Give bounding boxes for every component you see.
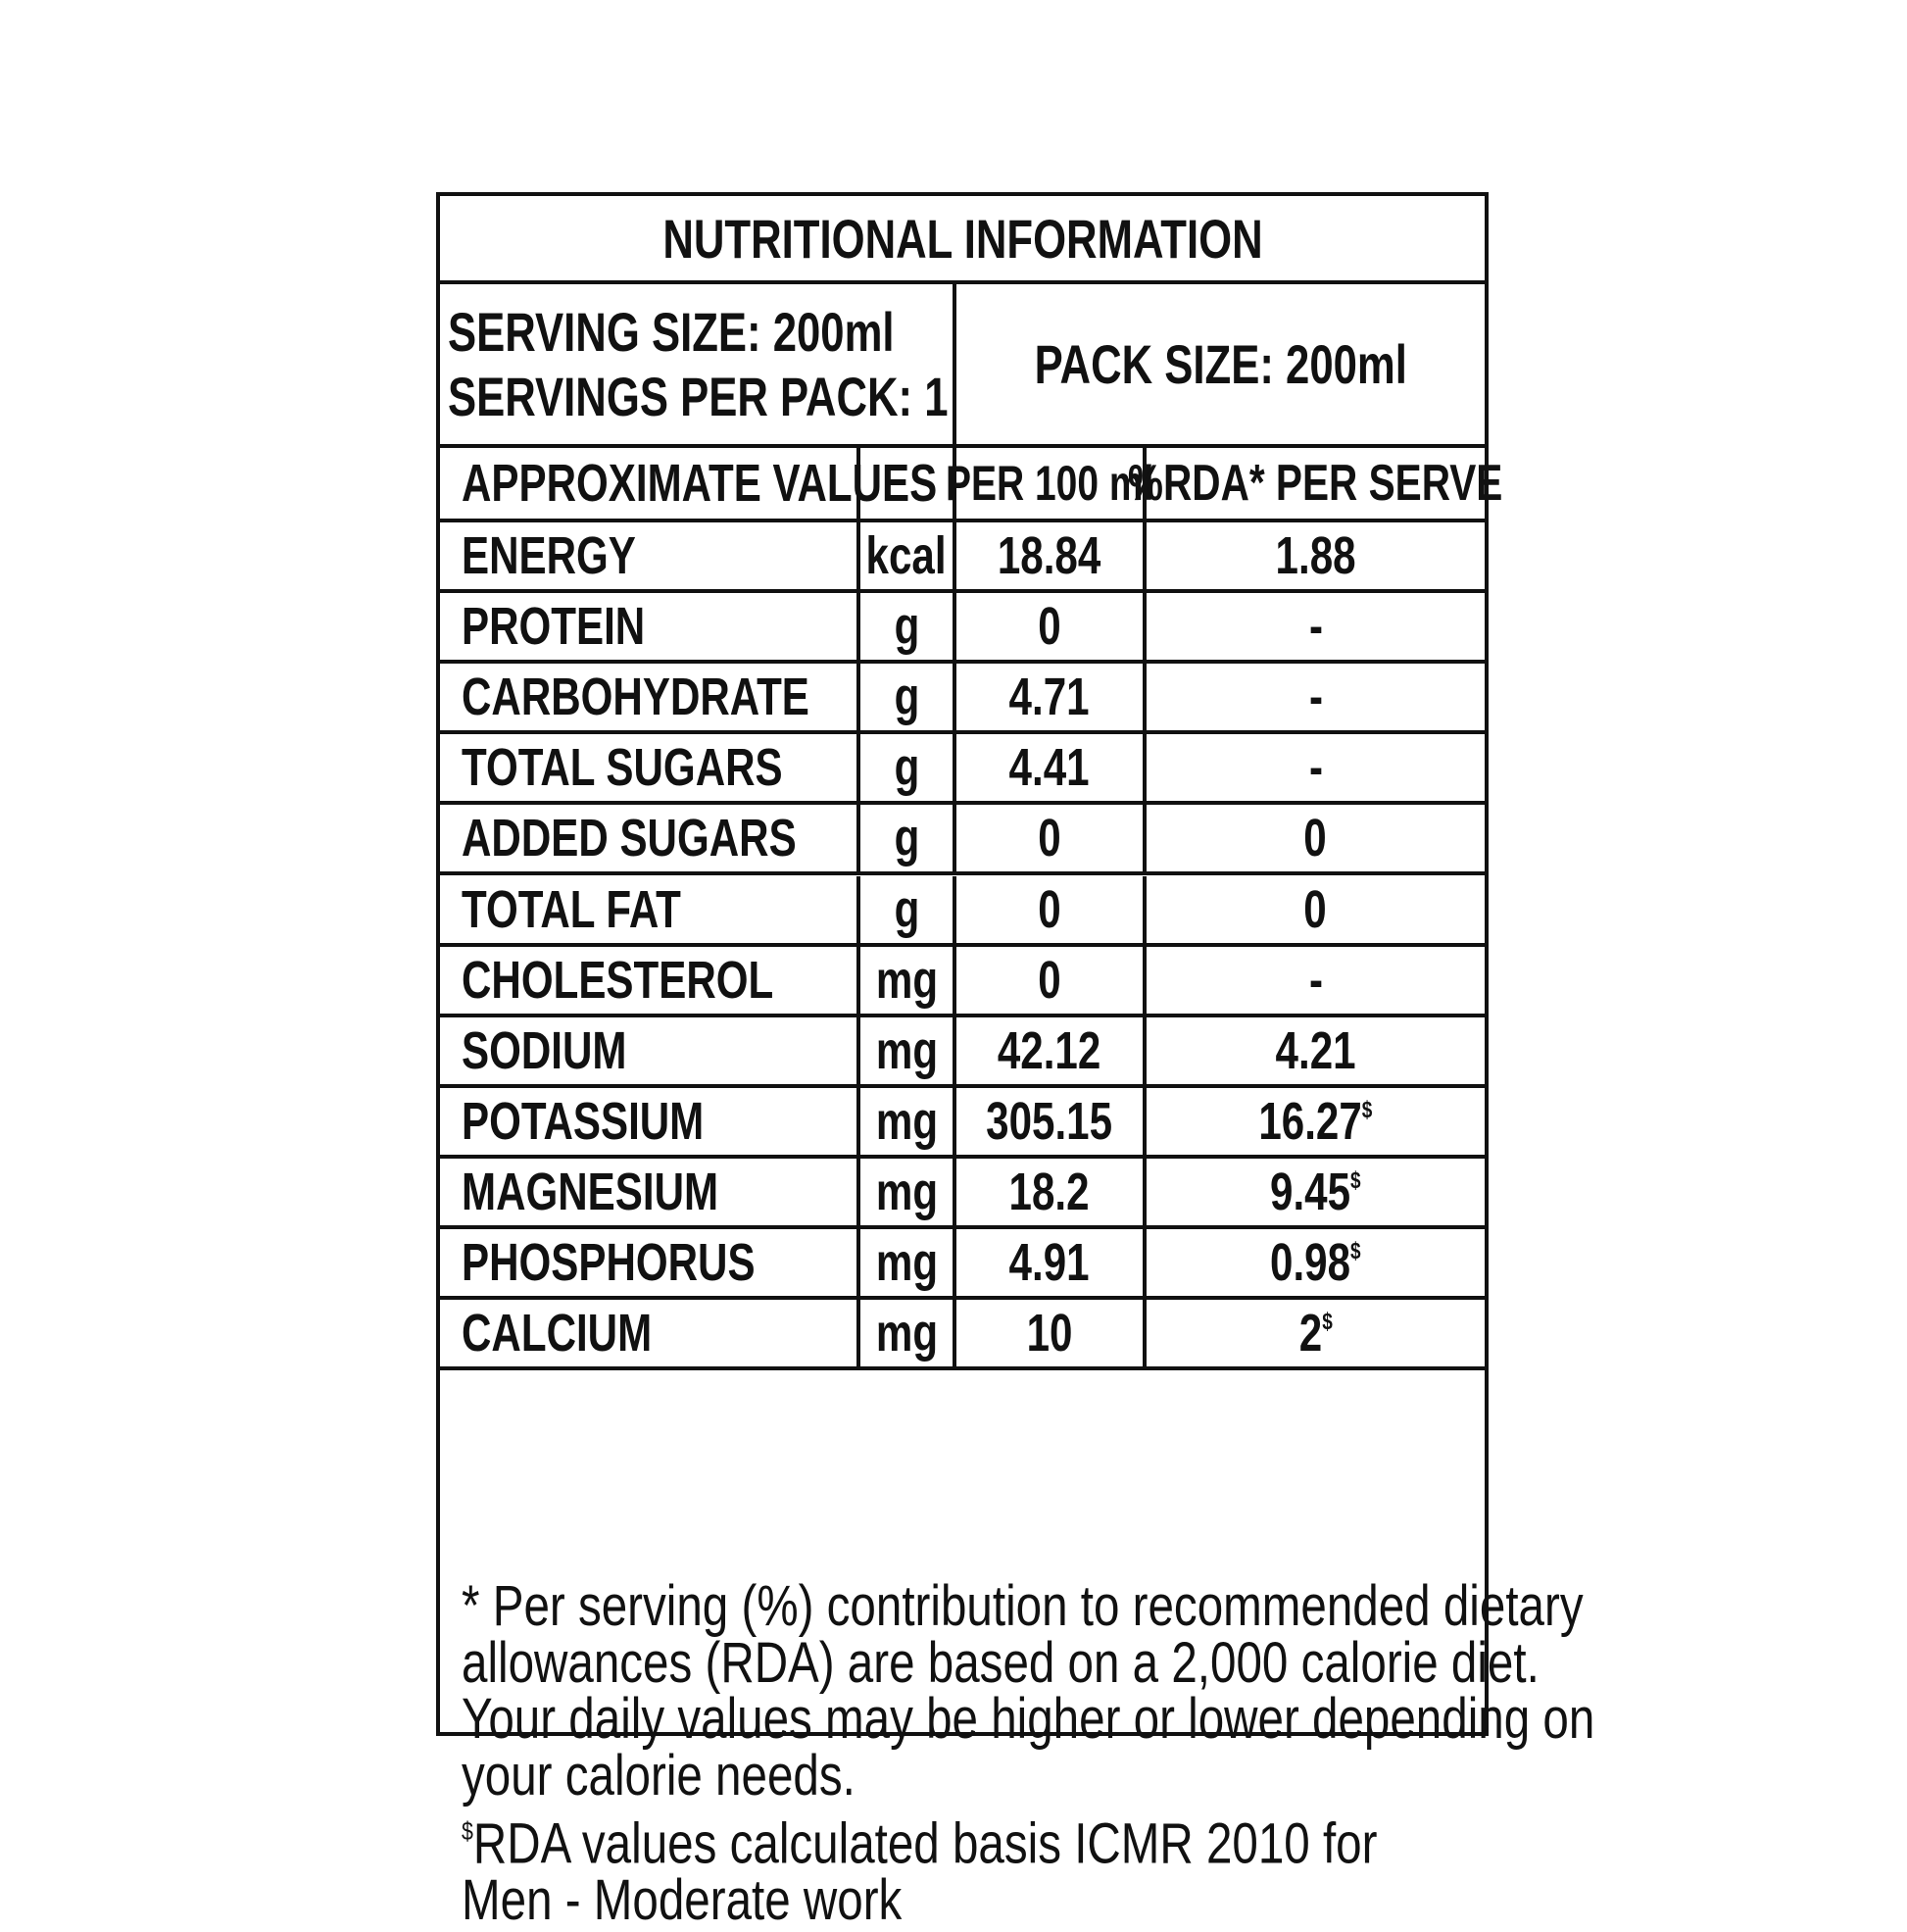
- footnote-rda-group: Men - Moderate work: [462, 1867, 903, 1932]
- footnote-line: * Per serving (%) contribution to recomm…: [462, 1574, 1584, 1638]
- rda-value: -: [1308, 596, 1322, 657]
- dollar-mark: $: [1350, 1167, 1361, 1195]
- table-row: MAGNESIUM mg 18.2 9.45$: [440, 1158, 1485, 1229]
- footnote: * Per serving (%) contribution to recomm…: [462, 1578, 1843, 1928]
- footnote-line: Your daily values may be higher or lower…: [462, 1687, 1595, 1751]
- dollar-mark: $: [1321, 1309, 1333, 1336]
- per-100ml-value: 0: [1038, 809, 1061, 868]
- rda-number: 1.88: [1275, 526, 1356, 586]
- per-100ml-value: 10: [1026, 1304, 1073, 1363]
- rda-number: 2: [1298, 1304, 1322, 1363]
- table-row: ADDED SUGARS g 0 0: [440, 805, 1485, 876]
- dollar-mark: $: [1361, 1096, 1373, 1123]
- nutrient-unit: g: [894, 738, 919, 798]
- nutrient-name: ENERGY: [462, 526, 636, 586]
- rda-value: 9.45$: [1270, 1162, 1361, 1222]
- nutrient-name: TOTAL FAT: [462, 879, 681, 939]
- nutrient-unit: g: [894, 668, 919, 727]
- title-row: NUTRITIONAL INFORMATION: [440, 196, 1485, 284]
- dollar-mark: $: [1350, 1238, 1361, 1265]
- rda-number: 0.98: [1270, 1233, 1351, 1293]
- rda-number: 0: [1303, 809, 1328, 868]
- pack-size: PACK SIZE: 200ml: [1034, 333, 1407, 395]
- rda-number: 0: [1303, 879, 1328, 939]
- serving-row: SERVING SIZE: 200ml SERVINGS PER PACK: 1…: [440, 284, 1485, 448]
- dollar-mark: $: [462, 1816, 473, 1846]
- rda-value: 0.98$: [1270, 1232, 1361, 1293]
- nutrient-unit: mg: [875, 1091, 938, 1151]
- rda-number: -: [1308, 597, 1323, 657]
- footnote-rda-basis: $RDA values calculated basis ICMR 2010 f…: [462, 1804, 1594, 1872]
- table-row: PROTEIN g 0 -: [440, 593, 1485, 665]
- table-row: PHOSPHORUS mg 4.91 0.98$: [440, 1229, 1485, 1301]
- table-row: TOTAL SUGARS g 4.41 -: [440, 734, 1485, 806]
- rda-number: -: [1308, 950, 1323, 1010]
- per-100ml-value: 305.15: [986, 1091, 1113, 1151]
- per-100ml-value: 42.12: [998, 1020, 1101, 1080]
- nutrient-unit: mg: [875, 950, 938, 1010]
- per-100ml-value: 0: [1038, 950, 1061, 1010]
- per-100ml-value: 4.71: [1008, 668, 1090, 727]
- table-row: CHOLESTEROL mg 0 -: [440, 946, 1485, 1017]
- nutrient-name: CHOLESTEROL: [462, 950, 774, 1010]
- serving-size: SERVING SIZE: 200ml: [448, 300, 895, 363]
- rda-number: -: [1308, 738, 1323, 798]
- nutrient-unit: mg: [875, 1020, 938, 1080]
- rda-value: -: [1308, 667, 1322, 727]
- rda-value: 0: [1304, 808, 1327, 868]
- table-row: TOTAL FAT g 0 0: [440, 875, 1485, 947]
- rda-basis-text: RDA values calculated basis ICMR 2010 fo…: [472, 1811, 1378, 1876]
- table-row: SODIUM mg 42.12 4.21: [440, 1016, 1485, 1088]
- per-100ml-value: 18.2: [1008, 1162, 1090, 1221]
- nutrient-name: ADDED SUGARS: [462, 809, 797, 868]
- nutrient-unit: g: [894, 879, 919, 939]
- rda-number: 9.45: [1270, 1162, 1351, 1221]
- rda-value: 16.27$: [1259, 1091, 1373, 1152]
- nutrient-unit: mg: [875, 1304, 938, 1363]
- nutrient-unit: mg: [875, 1162, 938, 1221]
- nutrient-name: SODIUM: [462, 1020, 627, 1080]
- nutrient-unit: g: [894, 809, 919, 868]
- rda-value: -: [1308, 950, 1322, 1011]
- per-100ml-value: 18.84: [998, 526, 1101, 586]
- table-row: CALCIUM mg 10 2$: [440, 1300, 1485, 1371]
- per-100ml-value: 0: [1038, 597, 1061, 657]
- footnote-line: your calorie needs.: [462, 1743, 856, 1808]
- rda-number: 4.21: [1275, 1020, 1356, 1080]
- table-row: POTASSIUM mg 305.15 16.27$: [440, 1087, 1485, 1159]
- servings-per-pack: SERVINGS PER PACK: 1: [448, 365, 949, 427]
- nutrient-unit: mg: [875, 1233, 938, 1293]
- nutrient-name: CARBOHYDRATE: [462, 668, 809, 727]
- rda-value: -: [1308, 737, 1322, 798]
- rda-value: 2$: [1299, 1303, 1333, 1363]
- nutrient-unit: kcal: [866, 526, 948, 586]
- nutrient-name: POTASSIUM: [462, 1091, 705, 1151]
- table-title: NUTRITIONAL INFORMATION: [661, 207, 1263, 270]
- header-per-100ml: PER 100 ml: [945, 456, 1154, 511]
- nutrient-unit: g: [894, 597, 919, 657]
- nutrient-name: PHOSPHORUS: [462, 1233, 756, 1293]
- rda-number: -: [1308, 668, 1323, 727]
- nutrient-name: MAGNESIUM: [462, 1162, 719, 1221]
- rda-number: 16.27: [1258, 1091, 1362, 1151]
- nutrition-table: NUTRITIONAL INFORMATION SERVING SIZE: 20…: [436, 192, 1594, 1928]
- nutrient-name: CALCIUM: [462, 1304, 653, 1363]
- per-100ml-value: 4.91: [1008, 1233, 1090, 1293]
- header-rda-per-serve: %RDA* PER SERVE: [1128, 455, 1503, 512]
- per-100ml-value: 4.41: [1008, 738, 1090, 798]
- nutrient-name: TOTAL SUGARS: [462, 738, 783, 798]
- nutrient-name: PROTEIN: [462, 597, 646, 657]
- header-row: APPROXIMATE VALUES PER 100 ml %RDA* PER …: [440, 448, 1503, 522]
- per-100ml-value: 0: [1038, 879, 1061, 939]
- table-row: ENERGY kcal 18.84 1.88: [440, 522, 1485, 594]
- table-row: CARBOHYDRATE g 4.71 -: [440, 664, 1485, 735]
- rda-value: 0: [1304, 879, 1327, 940]
- rda-value: 4.21: [1275, 1020, 1355, 1081]
- footnote-line: allowances (RDA) are based on a 2,000 ca…: [462, 1630, 1540, 1695]
- rda-value: 1.88: [1275, 525, 1355, 586]
